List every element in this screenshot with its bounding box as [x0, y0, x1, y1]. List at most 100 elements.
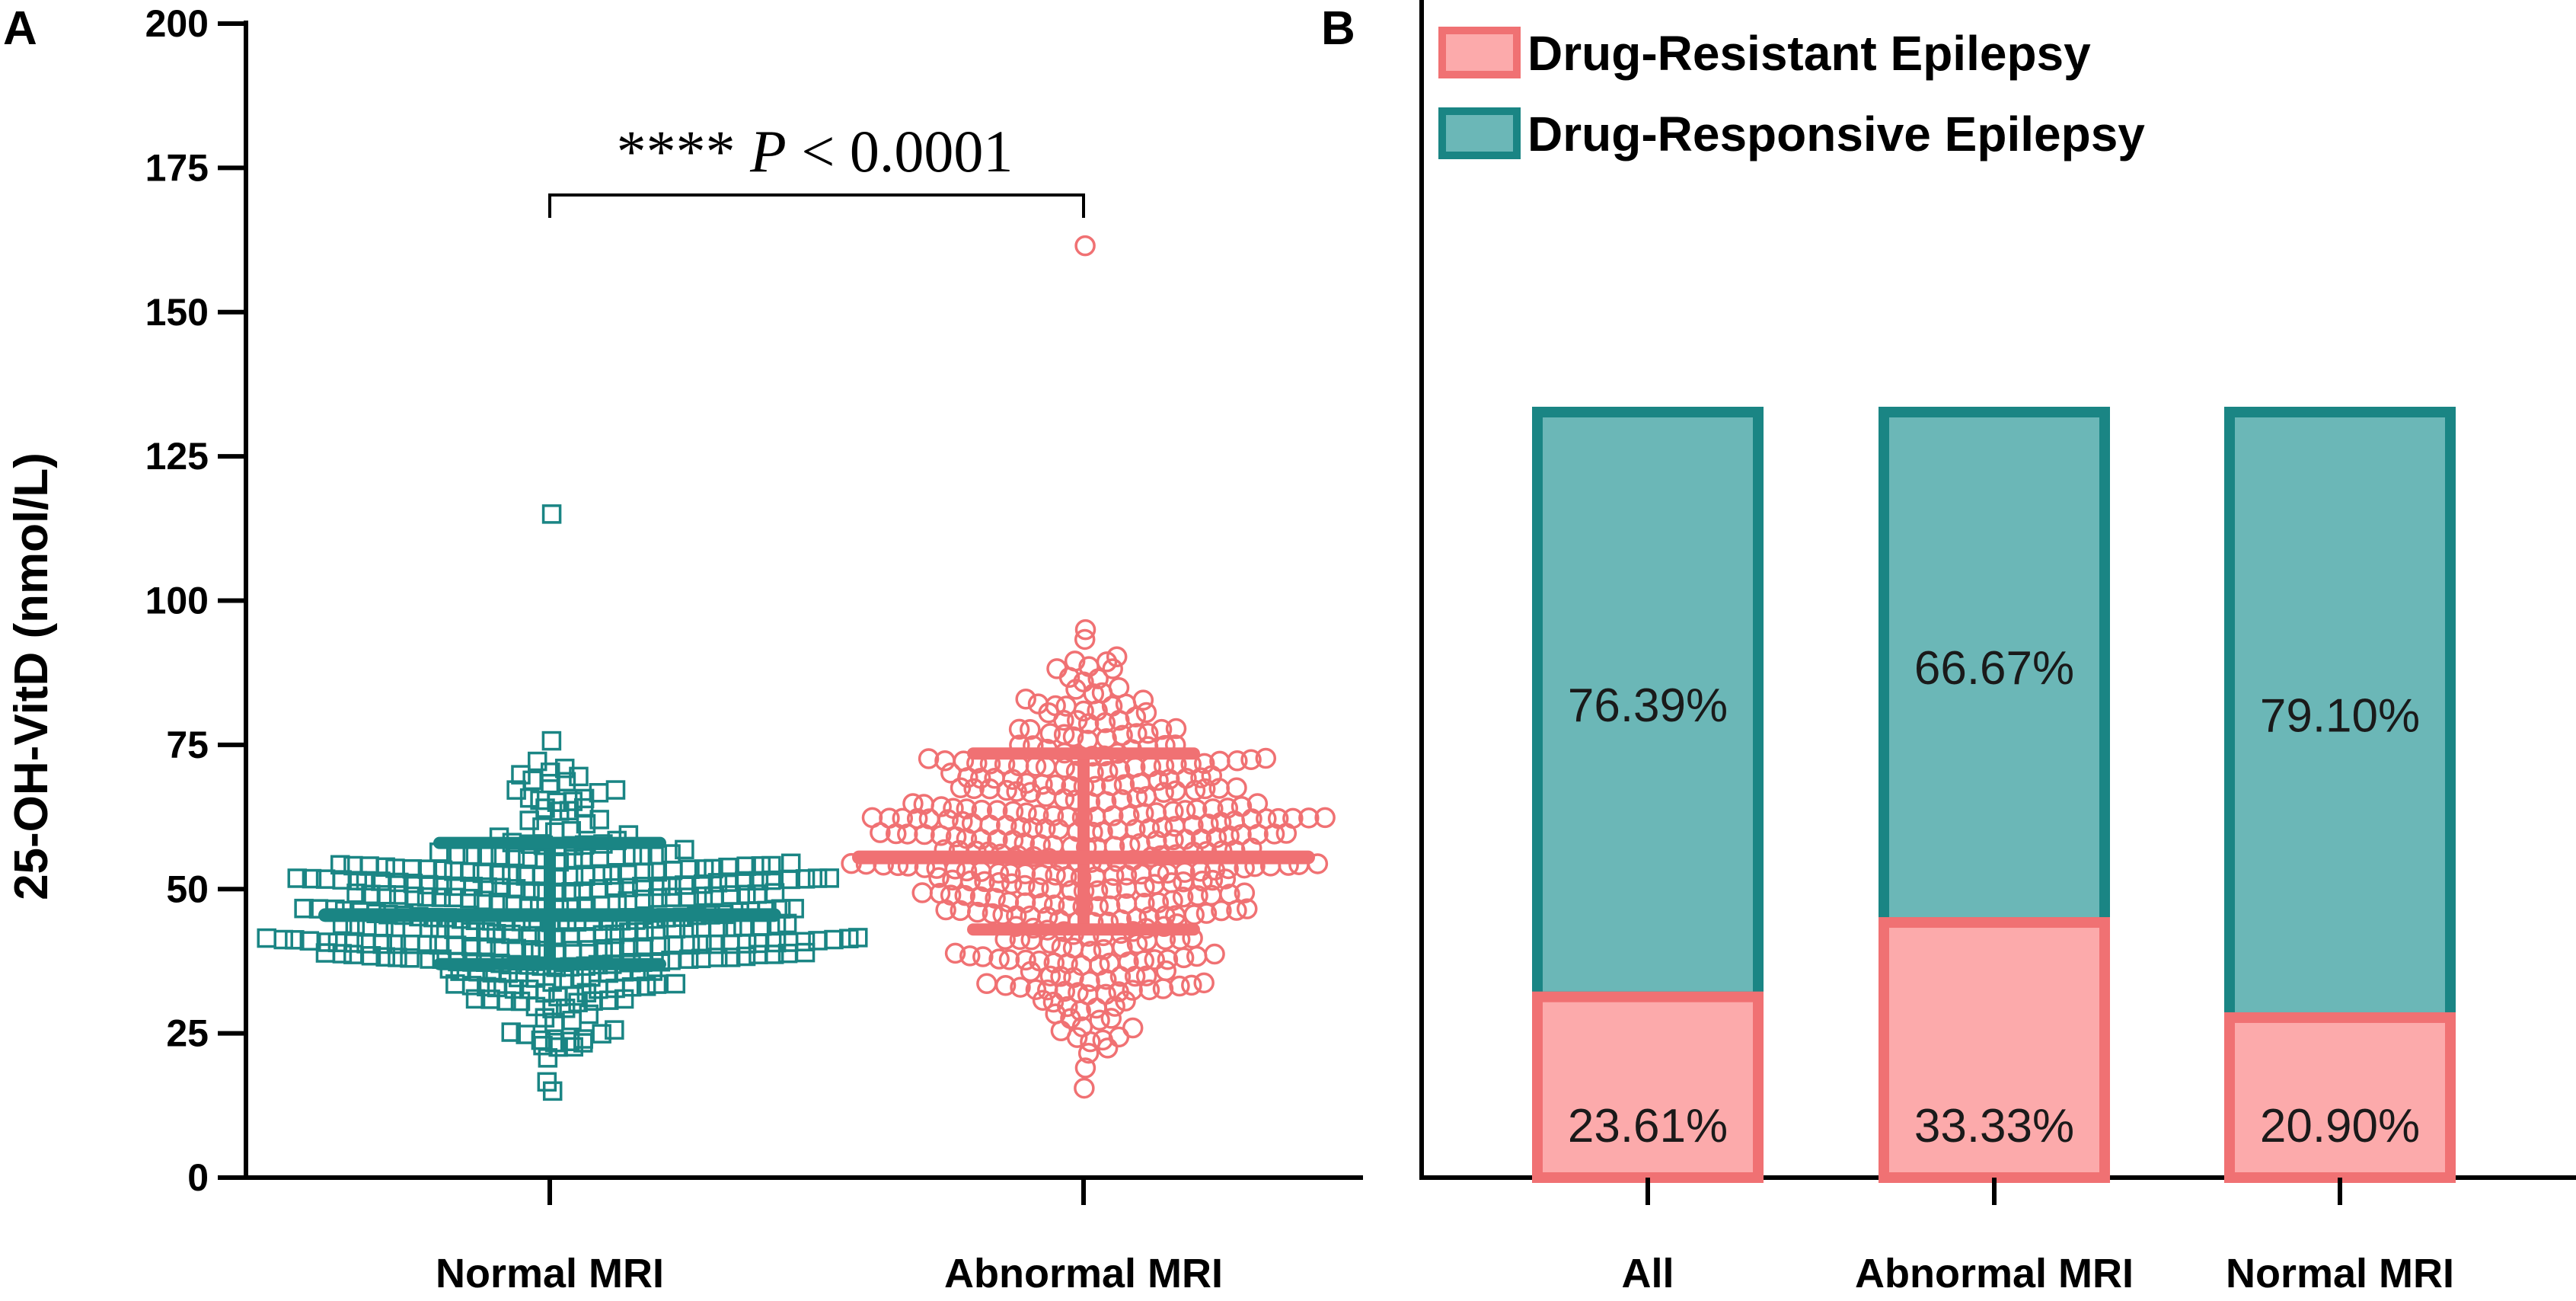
normal-mri-point — [573, 1029, 593, 1049]
normal-mri-point — [476, 937, 496, 957]
panel-a-category-normal: Normal MRI — [436, 1251, 664, 1296]
abnormal-mri-point — [986, 800, 1008, 821]
panel-a-y-tick-label: 0 — [187, 1156, 209, 1199]
bar-responsive-all — [1532, 407, 1764, 1002]
abnormal-mri-point — [918, 808, 940, 830]
abnormal-mri-point — [1074, 235, 1096, 257]
normal-mri-point — [560, 1031, 580, 1051]
normal-mri-point — [527, 751, 547, 772]
abnormal-mri-point — [1193, 753, 1215, 775]
normal-mri-point — [693, 874, 713, 894]
abnormal-mri-point — [950, 900, 971, 922]
abnormal-mri-point — [1037, 979, 1058, 1001]
normal-mri-point — [487, 977, 507, 998]
abnormal-mri-point — [1042, 805, 1065, 826]
normal-mri-point — [343, 855, 363, 876]
abnormal-mri-point — [1255, 747, 1277, 769]
abnormal-mri-point — [1001, 873, 1023, 895]
normal-mri-point — [661, 887, 681, 907]
normal-mri-point — [599, 990, 619, 1010]
significance-operator: < — [801, 118, 835, 184]
normal-mri-point — [531, 1030, 551, 1050]
normal-mri-point — [403, 873, 423, 893]
normal-mri-point — [389, 872, 409, 893]
normal-mri-point — [516, 1024, 536, 1044]
abnormal-mri-point — [1217, 798, 1239, 819]
normal-mri-point — [554, 759, 575, 778]
normal-mri-point — [477, 877, 497, 897]
normal-mri-point — [294, 898, 314, 919]
abnormal-mri-point — [1172, 887, 1194, 908]
abnormal-mri-point — [1074, 1077, 1095, 1099]
abnormal-mri-point — [1211, 900, 1232, 922]
normal-mri-point — [490, 865, 511, 884]
normal-mri-point — [491, 877, 511, 898]
label-responsive-all: 76.39% — [1568, 679, 1728, 732]
abnormal-mri-point — [1028, 804, 1049, 826]
abnormal-mri-point — [1039, 965, 1061, 987]
abnormal-mri-point — [940, 762, 962, 784]
abnormal-mri-point — [1068, 982, 1089, 1003]
normal-mri-point — [765, 883, 785, 903]
abnormal-mri-point — [1146, 830, 1167, 852]
panel-a-y-axis-label: 25-OH-VitD (nmol/L) — [5, 452, 58, 900]
abnormal-mri-point — [1051, 936, 1073, 958]
normal-mri-point — [574, 788, 595, 809]
normal-mri-point — [573, 881, 593, 901]
abnormal-mri-point — [1008, 718, 1030, 740]
normal-mri-point — [257, 928, 276, 948]
abnormal-mri-point — [1064, 650, 1086, 672]
normal-mri-point — [707, 873, 728, 893]
abnormal-mri-point — [1192, 870, 1213, 892]
abnormal-mri-point — [1112, 936, 1133, 958]
legend-swatch-resistant — [1438, 27, 1521, 78]
normal-mri-point — [330, 855, 350, 875]
abnormal-mri-point — [1039, 723, 1061, 744]
normal-mri-point — [544, 1032, 565, 1053]
abnormal-mri-point — [1028, 877, 1049, 899]
abnormal-mri-point — [879, 807, 900, 829]
normal-mri-point — [819, 868, 839, 888]
normal-mri-point — [634, 889, 654, 909]
bar-resistant-all — [1532, 991, 1764, 1183]
normal-mri-point — [605, 780, 626, 800]
normal-mri-point — [302, 868, 322, 889]
abnormal-mri-point — [1113, 774, 1135, 795]
abnormal-mri-point — [1165, 718, 1187, 740]
normal-mri-point — [675, 839, 694, 860]
normal-mri-point — [666, 973, 686, 994]
normal-mri-point — [718, 857, 738, 877]
normal-mri-point — [736, 946, 756, 967]
normal-mri-point — [761, 870, 781, 890]
normal-mri-point — [680, 859, 700, 879]
abnormal-mri-point — [969, 767, 991, 789]
normal-mri-point — [532, 817, 552, 837]
abnormal-mri-point — [1204, 943, 1225, 965]
abnormal-mri-point — [1109, 759, 1131, 781]
normal-mri-point — [516, 866, 536, 886]
normal-mri-point — [678, 949, 699, 969]
panel-a-y-tick-label: 200 — [145, 2, 209, 45]
normal-mri-point — [720, 948, 741, 967]
normal-mri-point — [530, 790, 550, 810]
normal-mri-point — [618, 877, 638, 898]
normal-mri-point — [636, 977, 656, 996]
abnormal-mri-point — [1050, 1020, 1072, 1042]
abnormal-mri-point — [1020, 719, 1041, 740]
abnormal-mri-point — [902, 793, 924, 814]
abnormal-mri-point — [1002, 801, 1024, 822]
normal-mri-point — [693, 886, 713, 906]
normal-mri-point — [563, 791, 583, 811]
normal-mri-point — [807, 868, 828, 888]
abnormal-mri-point — [1111, 788, 1133, 810]
abnormal-mri-point — [918, 748, 940, 769]
abnormal-mri-point — [1000, 862, 1021, 884]
abnormal-mri-point — [1256, 808, 1277, 830]
normal-mri-point — [541, 730, 562, 751]
legend-label-resistant: Drug-Resistant Epilepsy — [1527, 26, 2091, 81]
abnormal-mri-point — [1057, 996, 1078, 1018]
normal-mri-point — [444, 887, 464, 908]
abnormal-mri-point — [1176, 768, 1197, 789]
normal-mri-point — [519, 810, 539, 830]
normal-mri-point — [736, 934, 757, 954]
